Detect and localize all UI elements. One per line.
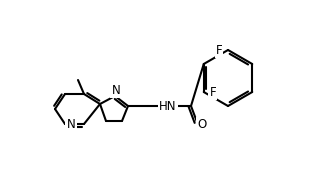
Text: N: N [112, 83, 120, 96]
Text: O: O [197, 118, 207, 131]
Text: HN: HN [159, 99, 177, 112]
Text: F: F [216, 43, 222, 57]
Text: N: N [67, 118, 75, 130]
Text: F: F [209, 86, 216, 99]
